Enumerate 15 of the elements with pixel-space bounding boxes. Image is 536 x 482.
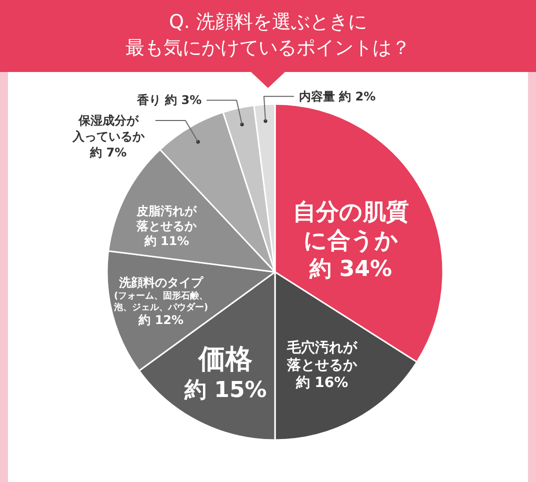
slice-label: 保湿成分が入っているか bbox=[71, 114, 146, 144]
slice-label: 毛穴汚れが落とせるか bbox=[286, 339, 358, 374]
slice-label: 価格 bbox=[198, 344, 253, 376]
slice-label: 香り 約 3% bbox=[136, 93, 202, 108]
chart-title: Q. 洗顔料を選ぶときに最も気にかけているポイントは？ bbox=[126, 11, 410, 59]
slice-label: 自分の肌質に合うか bbox=[292, 199, 409, 254]
slice-label: 内容量 約 2% bbox=[298, 89, 376, 104]
data-label: 約 7% bbox=[89, 146, 127, 160]
data-label: 約 34% bbox=[308, 257, 392, 282]
data-label: 約 12% bbox=[138, 312, 184, 327]
slice-label: 洗顔料のタイプ(フォーム、固形石鹸、泡、ジェル、パウダー) bbox=[113, 275, 208, 313]
data-label: 約 16% bbox=[294, 375, 348, 392]
data-label: 約 15% bbox=[183, 378, 267, 404]
slice-label: 皮脂汚れが落とせるか bbox=[136, 204, 198, 233]
data-label: 約 11% bbox=[143, 234, 190, 248]
